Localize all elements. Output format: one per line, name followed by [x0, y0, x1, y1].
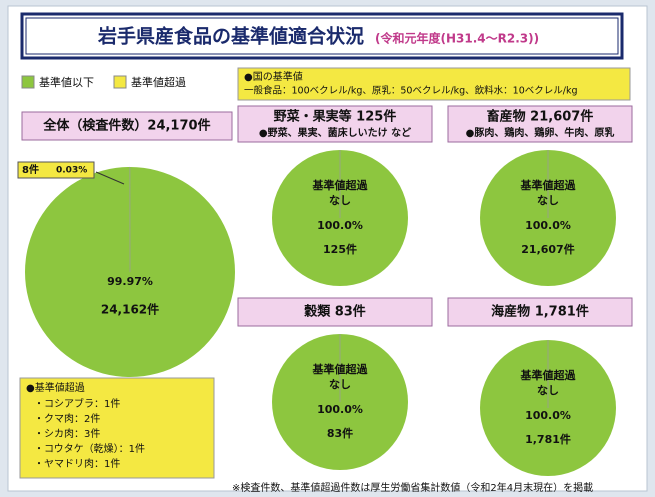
note-item: ・シカ肉：3件 [34, 427, 100, 440]
pie-subtitle: ●野菜、果実、菌床しいたけ など [259, 126, 411, 139]
footer: ※検査件数、基準値超過件数は厚生労働省集計数値（令和2年4月末現在）を掲載 [232, 481, 593, 494]
standard-text: 一般食品：100ベクレル/kg、原乳：50ベクレル/kg、飲料水：10ベクレル/… [244, 85, 578, 97]
value-label: 8件 [22, 163, 39, 176]
pie-title: 野菜・果実等 125件 [274, 109, 397, 125]
legend-swatch [113, 75, 127, 89]
pie-subtitle: ●豚肉、鶏肉、鶏卵、牛肉、原乳 [466, 126, 615, 139]
pie-title-box [237, 105, 433, 143]
standard-box [237, 67, 631, 101]
pie-title-box [447, 105, 633, 143]
legend-label: 基準値超過 [131, 75, 186, 89]
annotation: 基準値超過 [520, 178, 577, 192]
subtitle: (令和元年度(H31.4～R2.3)) [375, 31, 539, 46]
pie-title: 畜産物 21,607件 [487, 109, 594, 125]
title: 岩手県産食品の基準値適合状況 [97, 25, 364, 48]
pie-title: 海産物 1,781件 [491, 304, 589, 320]
percent-label: 100.0% [525, 409, 571, 422]
annotation: 基準値超過 [312, 178, 369, 192]
note-item: ・クマ肉：2件 [34, 412, 100, 425]
note-box [19, 377, 215, 479]
annotation-value: なし [537, 384, 559, 397]
percent-label: 100.0% [317, 219, 363, 232]
percent-label: 99.97% [107, 275, 153, 288]
value-label: 125件 [323, 242, 357, 256]
annotation-value: なし [329, 194, 351, 207]
percent-label: 100.0% [525, 219, 571, 232]
legend-label: 基準値以下 [39, 75, 94, 89]
annotation-value: なし [537, 194, 559, 207]
value-label: 24,162件 [101, 302, 159, 317]
pie-title-box [21, 111, 233, 141]
note-item: ・コウタケ（乾燥）：1件 [34, 442, 145, 455]
pie-title: 穀類 83件 [303, 304, 366, 320]
pie-title-box [447, 297, 633, 327]
percent-label: 0.03% [56, 166, 87, 176]
annotation: 基準値超過 [312, 362, 369, 376]
title-box [20, 12, 624, 60]
note-item: ・ヤマドリ肉：1件 [34, 457, 120, 470]
value-label: 83件 [327, 426, 353, 440]
annotation-value: なし [329, 378, 351, 391]
title-box-inner [25, 17, 619, 55]
percent-label: 100.0% [317, 403, 363, 416]
callout-line [95, 171, 125, 185]
pie-title: 全体（検査件数）24,170件 [42, 118, 210, 134]
value-label: 1,781件 [525, 432, 571, 446]
note-heading: ●基準値超過 [26, 381, 85, 394]
legend-swatch [21, 75, 35, 89]
standard-heading: ●国の基準値 [244, 70, 303, 83]
note-item: ・コシアブラ：1件 [34, 397, 120, 410]
value-label: 21,607件 [521, 242, 574, 256]
annotation: 基準値超過 [520, 368, 577, 382]
pie-title-box [237, 297, 433, 327]
callout-box [17, 161, 95, 179]
